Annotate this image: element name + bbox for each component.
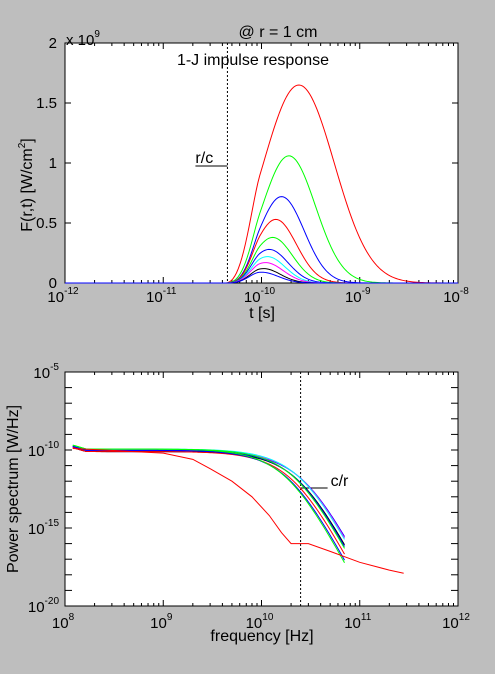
x-tick-label: 10-11	[146, 286, 177, 306]
spectrum-line-7	[72, 447, 345, 555]
x-axis-label: frequency [Hz]	[210, 628, 313, 645]
y-tick-label: 10-20	[28, 596, 60, 616]
power-spectrum-chart: 108 109 1010 1011 1012 10-20 10-15 10-10 10-5 fre…	[5, 362, 470, 645]
y-axis-label: Power spectrum [W/Hz]	[5, 405, 22, 573]
plot-area	[64, 371, 459, 607]
x-tick-label: 1012	[442, 612, 470, 632]
y-tick-label: 1	[49, 155, 57, 172]
x-tick-label: 1011	[344, 612, 372, 632]
figure-title: @ r = 1 cm	[239, 24, 318, 41]
y-tick-label: 0.5	[36, 215, 57, 232]
x-tick-label: 10-9	[345, 286, 371, 306]
x-tick-label: 1010	[246, 612, 274, 632]
x-tick-label: 10-10	[244, 286, 276, 306]
y-tick-label: 2	[49, 35, 57, 52]
rc-label: r/c	[195, 150, 213, 167]
impulse-response-chart: 10-12 10-11 10-10 10-9 10-8 0 0.5 1 1.5 2 x 109 1-J…	[17, 29, 469, 322]
series-line-10	[65, 271, 458, 284]
x-tick-label: 10-12	[47, 286, 79, 306]
y-multiplier: x 109	[66, 29, 100, 49]
spectrum-line-9	[72, 444, 345, 563]
spectrum-line-red	[72, 447, 404, 574]
x-tick-label: 109	[150, 612, 173, 632]
x-tick-label: 10-8	[443, 286, 469, 306]
plot-area	[64, 42, 459, 284]
y-tick-label: 0	[49, 275, 57, 292]
y-tick-label: 10-15	[28, 518, 60, 538]
cr-label: c/r	[331, 473, 349, 490]
chart-title: 1-J impulse response	[177, 52, 329, 69]
x-axis-label: t [s]	[249, 305, 275, 322]
y-axis-label: F(r,t) [W/cm2]	[17, 138, 36, 232]
y-tick-label: 1.5	[36, 95, 57, 112]
y-tick-label: 10-5	[33, 362, 59, 382]
x-tick-label: 108	[52, 612, 75, 632]
y-tick-label: 10-10	[28, 440, 60, 460]
